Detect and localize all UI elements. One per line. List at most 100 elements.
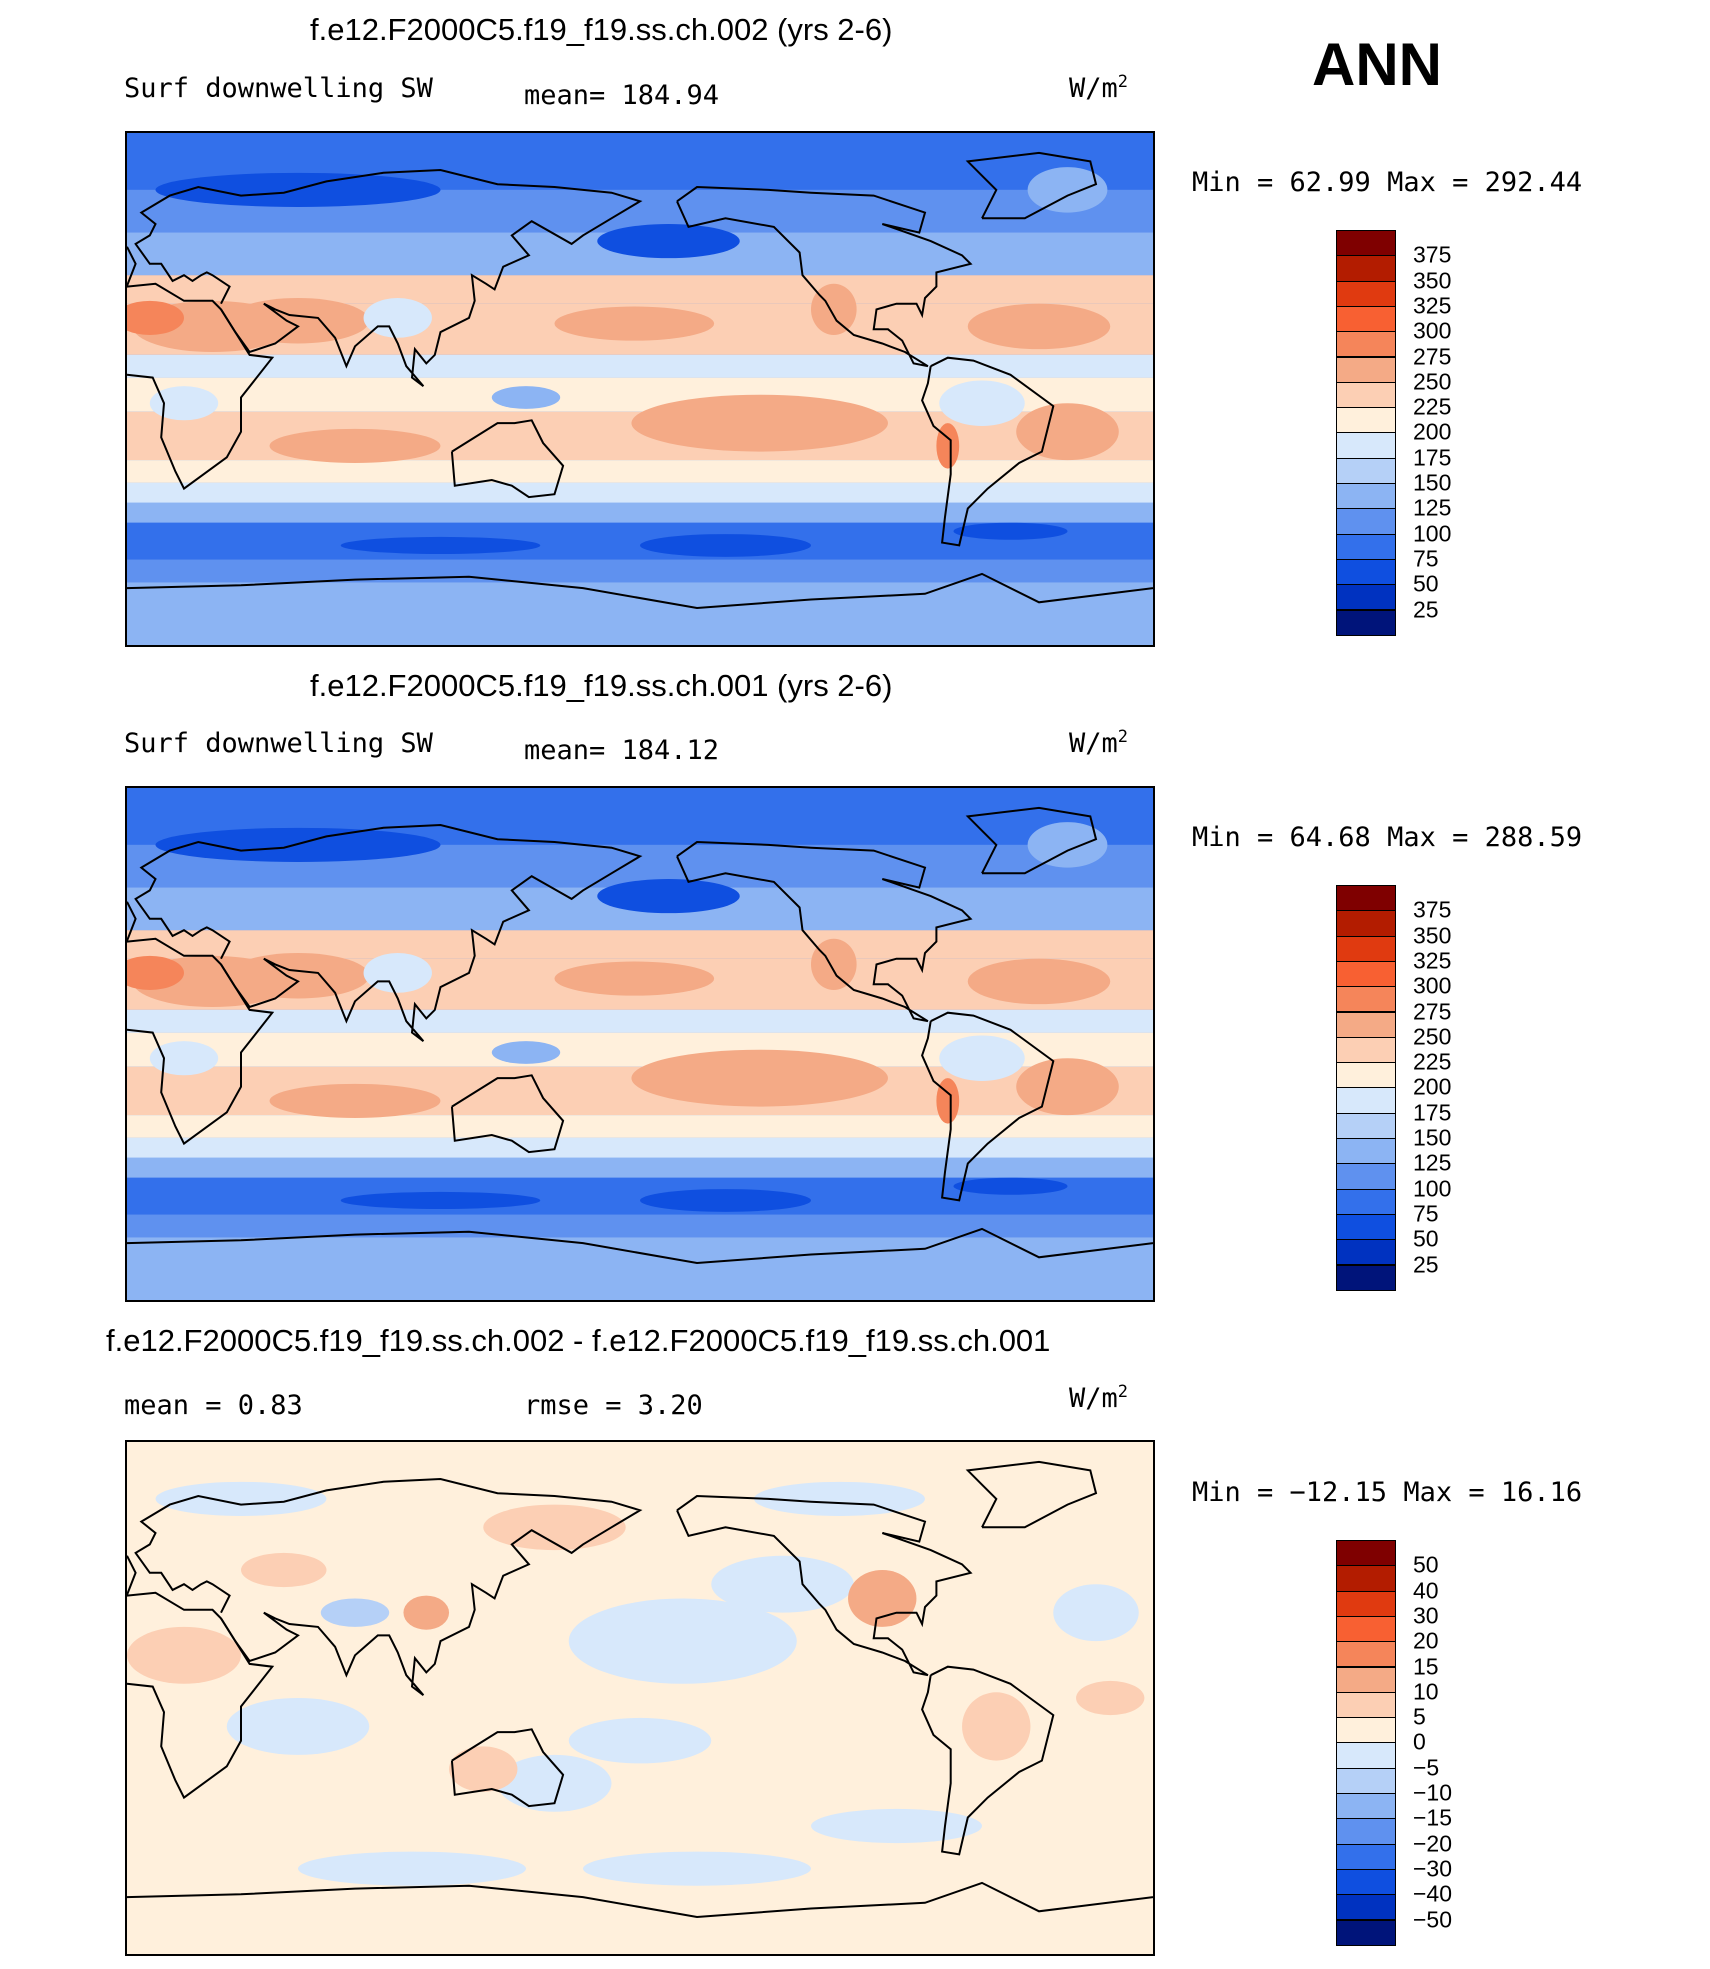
coastline	[450, 419, 565, 499]
colorbar-swatch	[1336, 1540, 1396, 1567]
panel-1-variable-label: Surf downwelling SW	[124, 73, 433, 104]
colorbar-tick-label: 350	[1413, 922, 1452, 949]
panel-2-map-svg	[127, 788, 1153, 1300]
colorbar-swatch	[1336, 533, 1396, 560]
panel-1-title: f.e12.F2000C5.f19_f19.ss.ch.002 (yrs 2-6…	[310, 12, 893, 47]
season-label: ANN	[1312, 31, 1442, 98]
colorbar-swatch	[1336, 986, 1396, 1013]
panel-1-mean-label: mean= 184.94	[524, 80, 720, 111]
colorbar-tick-label: −20	[1413, 1830, 1453, 1857]
colorbar-swatch	[1336, 1717, 1396, 1744]
colorbar-swatch	[1336, 584, 1396, 611]
colorbar-tick-label: −30	[1413, 1855, 1453, 1882]
colorbar-tick-label: 25	[1413, 596, 1439, 622]
colorbar-swatch	[1336, 1666, 1396, 1693]
colorbar-swatch	[1336, 331, 1396, 358]
colorbar-tick-label: 325	[1413, 292, 1452, 319]
colorbar-swatch	[1336, 280, 1396, 307]
coastline	[676, 1494, 973, 1677]
colorbar-tick-label: 0	[1413, 1728, 1426, 1755]
coastline	[921, 356, 1055, 547]
coastline	[676, 185, 973, 368]
colorbar-tick-label: 225	[1413, 1048, 1452, 1075]
colorbar-swatch	[1336, 1641, 1396, 1668]
colorbar-swatch	[1336, 1691, 1396, 1719]
colorbar-swatch	[1336, 1767, 1396, 1794]
panel-1-units: W/m2	[1069, 72, 1129, 104]
coastline	[127, 1227, 1153, 1265]
colorbar-tick-label: 275	[1413, 998, 1452, 1024]
colorbar-tick-label: −5	[1413, 1754, 1440, 1781]
coastline	[127, 1881, 1153, 1919]
panel-2-variable-label: Surf downwelling SW	[124, 728, 433, 759]
colorbar-tick-label: 40	[1413, 1577, 1439, 1604]
colorbar-swatch	[1336, 1163, 1396, 1190]
coastline	[450, 1728, 565, 1808]
colorbar-tick-label: 25	[1413, 1251, 1439, 1277]
colorbar-tick-label: 150	[1413, 1124, 1452, 1151]
panel-1-min-max: Min = 62.99 Max = 292.44	[1192, 167, 1583, 198]
coastline	[965, 806, 1098, 875]
colorbar-tick-label: 175	[1413, 444, 1452, 471]
colorbar-tick-label: 75	[1413, 1200, 1439, 1227]
coastline	[965, 1460, 1098, 1529]
colorbar-swatch	[1336, 407, 1396, 434]
panel-3-units: W/m2	[1069, 1382, 1129, 1414]
colorbar-swatch	[1336, 356, 1396, 383]
colorbar-tick-label: 50	[1413, 1225, 1439, 1252]
colorbar-swatch	[1336, 305, 1396, 333]
panel-3-map	[125, 1440, 1155, 1956]
colorbar-tick-label: 50	[1413, 1551, 1439, 1578]
panel-3-colorbar: 50 40 30 20 15 10 5 0 −5 −10 −15 −20 −30 −40 −50	[1336, 1540, 1536, 1946]
panel-2-min-max: Min = 64.68 Max = 288.59	[1192, 822, 1583, 853]
colorbar-swatch	[1336, 1894, 1396, 1921]
colorbar-tick-label: 15	[1413, 1653, 1439, 1679]
colorbar-swatch	[1336, 1843, 1396, 1870]
colorbar-swatch	[1336, 1062, 1396, 1089]
colorbar-swatch	[1336, 1036, 1396, 1064]
colorbar-tick-label: 200	[1413, 1073, 1452, 1100]
colorbar-swatch	[1336, 1138, 1396, 1165]
panel-2-mean-label: mean= 184.12	[524, 735, 720, 766]
panel-3-rmse-label: rmse = 3.20	[524, 1390, 703, 1421]
colorbar-tick-label: 150	[1413, 469, 1452, 496]
colorbar-swatch	[1336, 1868, 1396, 1896]
colorbar-tick-label: −40	[1413, 1880, 1453, 1907]
coastline	[127, 572, 1153, 610]
colorbar-swatch	[1336, 483, 1396, 510]
coastline	[921, 1665, 1055, 1856]
colorbar-swatch	[1336, 230, 1396, 257]
colorbar-swatch	[1336, 1112, 1396, 1139]
colorbar-swatch	[1336, 255, 1396, 282]
panel-3-min-max: Min = −12.15 Max = 16.16	[1192, 1477, 1583, 1508]
panel-3-title: f.e12.F2000C5.f19_f19.ss.ch.002 - f.e12.…	[106, 1323, 1051, 1358]
colorbar-swatch	[1336, 1213, 1396, 1241]
colorbar-swatch	[1336, 609, 1396, 636]
colorbar-tick-label: −15	[1413, 1804, 1453, 1831]
colorbar-swatch	[1336, 1188, 1396, 1215]
colorbar-tick-label: 375	[1413, 241, 1452, 268]
colorbar-tick-label: 250	[1413, 368, 1452, 395]
colorbar-swatch	[1336, 1011, 1396, 1038]
panel-1-map-svg	[127, 133, 1153, 645]
colorbar-swatch	[1336, 1742, 1396, 1769]
colorbar-swatch	[1336, 508, 1396, 535]
panel-3-map-svg	[127, 1442, 1153, 1954]
colorbar-swatch	[1336, 1793, 1396, 1820]
colorbar-swatch	[1336, 432, 1396, 459]
coastline	[134, 1477, 643, 1696]
colorbar-tick-label: 225	[1413, 393, 1452, 420]
colorbar-tick-label: 175	[1413, 1099, 1452, 1126]
colorbar-tick-label: 275	[1413, 343, 1452, 369]
colorbar-tick-label: 300	[1413, 317, 1452, 344]
colorbar-tick-label: 100	[1413, 1175, 1452, 1202]
panel-1-map	[125, 131, 1155, 647]
colorbar-tick-label: 200	[1413, 418, 1452, 445]
coastline	[921, 1011, 1055, 1202]
colorbar-swatch	[1336, 1565, 1396, 1592]
colorbar-tick-label: 250	[1413, 1023, 1452, 1050]
colorbar-tick-label: 5	[1413, 1703, 1426, 1730]
coastline	[127, 901, 275, 1146]
panel-2-units: W/m2	[1069, 727, 1129, 759]
colorbar-tick-label: −10	[1413, 1779, 1453, 1806]
